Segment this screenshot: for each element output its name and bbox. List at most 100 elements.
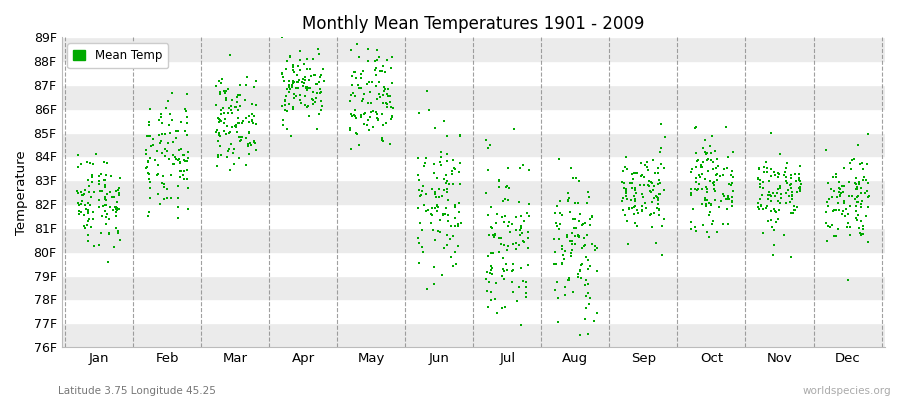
Bar [61,156,885,180]
Point [751,176,765,182]
Point [310,126,325,132]
Point [553,221,567,228]
Point [684,186,698,192]
Point [157,181,171,188]
Point [445,170,459,177]
Point [497,268,511,275]
Point [561,190,575,196]
Point [833,190,848,197]
Point [439,186,454,192]
Point [767,206,781,212]
Point [833,186,848,192]
Point [369,64,383,71]
Point [783,182,797,188]
Point [708,172,723,178]
Point [721,192,735,199]
Point [789,189,804,196]
Point [102,216,116,222]
Point [551,318,565,325]
Point [581,194,596,200]
Point [761,218,776,224]
Point [436,245,451,252]
Point [588,243,602,249]
Point [793,186,807,192]
Point [754,202,769,208]
Point [856,165,870,172]
Point [699,186,714,192]
Point [171,128,185,134]
Point [343,125,357,131]
Point [558,284,572,290]
Point [440,158,454,164]
Point [565,216,580,222]
Point [446,156,460,163]
Point [362,79,376,86]
Point [724,198,739,205]
Point [703,142,717,149]
Point [357,33,372,39]
Point [553,198,567,204]
Point [709,171,724,177]
Point [752,176,767,183]
Point [344,47,358,54]
Point [721,154,735,161]
Point [546,261,561,268]
Bar [61,14,885,37]
Point [490,309,504,316]
Point [619,193,634,199]
Point [689,158,704,164]
Point [694,162,708,168]
Point [554,210,568,216]
Point [616,168,630,174]
Point [234,137,248,143]
Point [546,236,561,242]
Point [376,138,391,144]
Point [99,172,113,179]
Point [171,204,185,210]
Point [227,146,241,152]
Point [153,140,167,146]
Point [104,189,118,195]
Point [657,186,671,193]
Point [760,196,775,202]
Point [772,171,787,178]
Point [143,154,157,161]
Point [284,54,298,60]
Point [549,219,563,226]
Point [829,171,843,177]
Point [428,189,442,195]
Point [574,222,589,228]
Point [514,223,528,229]
Point [166,138,180,145]
Point [496,255,510,262]
Point [287,78,302,85]
Point [239,162,254,168]
Point [231,107,246,113]
Point [348,106,363,113]
Point [376,121,391,128]
Point [298,77,312,83]
Point [80,176,94,183]
Point [793,162,807,169]
Point [377,26,392,33]
Point [841,276,855,283]
Point [841,224,855,230]
Point [142,105,157,112]
Point [848,180,862,186]
Point [361,58,375,64]
Point [716,172,730,178]
Point [627,196,642,203]
Point [300,104,314,111]
Point [349,75,364,81]
Point [616,194,631,201]
Point [824,224,838,230]
Point [841,220,855,226]
Point [86,161,101,168]
Point [760,168,774,175]
Point [553,156,567,162]
Point [619,195,634,202]
Point [653,145,668,151]
Point [634,160,648,166]
Point [712,204,726,210]
Point [838,213,852,219]
